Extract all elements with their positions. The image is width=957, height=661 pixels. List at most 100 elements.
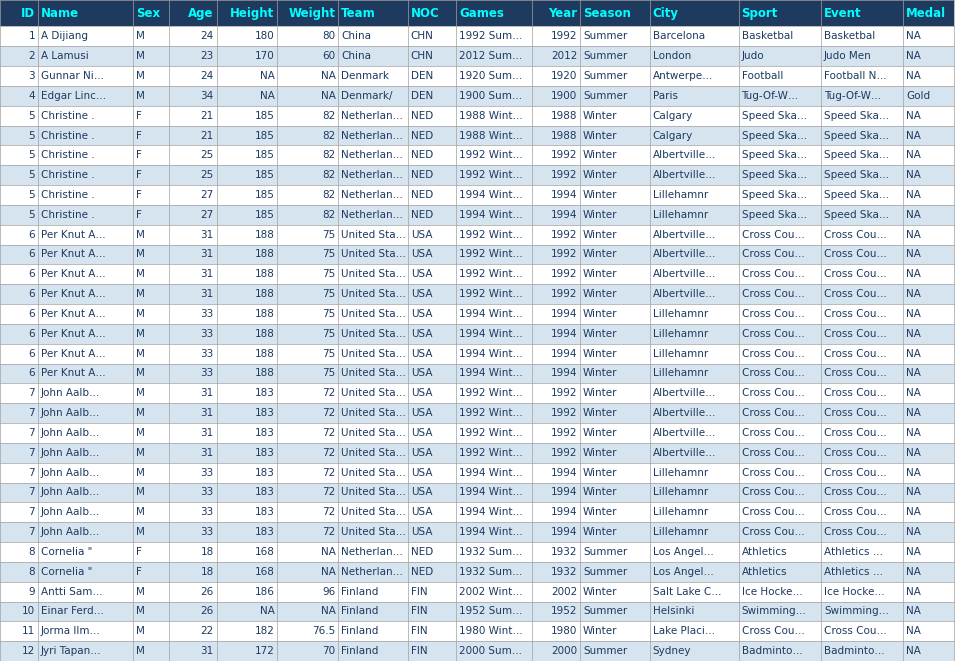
Text: Cross Cou…: Cross Cou… — [824, 428, 887, 438]
Text: NA: NA — [259, 606, 275, 617]
Text: NED: NED — [411, 130, 434, 141]
Text: NA: NA — [906, 210, 921, 220]
Text: NED: NED — [411, 190, 434, 200]
Text: 27: 27 — [201, 190, 213, 200]
Text: Name: Name — [41, 7, 79, 20]
Text: 2: 2 — [29, 51, 35, 61]
Text: 1994: 1994 — [551, 190, 577, 200]
Text: NA: NA — [906, 190, 921, 200]
Text: John Aalb…: John Aalb… — [41, 408, 100, 418]
Text: Lillehamnr: Lillehamnr — [653, 507, 708, 518]
Text: 80: 80 — [323, 31, 335, 42]
Text: 1992: 1992 — [551, 269, 577, 280]
Text: 1900 Sum…: 1900 Sum… — [459, 91, 523, 101]
Text: 8: 8 — [29, 547, 35, 557]
Text: USA: USA — [411, 229, 433, 240]
Text: Lillehamnr: Lillehamnr — [653, 487, 708, 498]
Text: Albertville…: Albertville… — [653, 428, 717, 438]
Text: 5: 5 — [29, 110, 35, 121]
Text: Helsinki: Helsinki — [653, 606, 694, 617]
Text: M: M — [136, 646, 145, 656]
Text: 6: 6 — [29, 368, 35, 379]
Text: 31: 31 — [201, 408, 213, 418]
Text: 33: 33 — [201, 368, 213, 379]
Text: 1992 Wint…: 1992 Wint… — [459, 388, 523, 399]
Text: 24: 24 — [201, 71, 213, 81]
Text: F: F — [136, 110, 142, 121]
Text: NA: NA — [321, 91, 335, 101]
Text: Christine .: Christine . — [41, 170, 95, 180]
Text: Cross Cou…: Cross Cou… — [742, 309, 805, 319]
Text: Winter: Winter — [583, 249, 617, 260]
Text: Speed Ska…: Speed Ska… — [742, 190, 807, 200]
Text: 23: 23 — [201, 51, 213, 61]
Text: 2002 Wint…: 2002 Wint… — [459, 586, 523, 597]
Text: Speed Ska…: Speed Ska… — [824, 190, 889, 200]
Text: NA: NA — [906, 71, 921, 81]
Text: Summer: Summer — [583, 91, 628, 101]
Text: NED: NED — [411, 566, 434, 577]
Bar — [0, 245, 954, 264]
Text: 82: 82 — [323, 110, 335, 121]
Text: Albertville…: Albertville… — [653, 408, 717, 418]
Text: ID: ID — [21, 7, 35, 20]
Text: 2000: 2000 — [551, 646, 577, 656]
Text: M: M — [136, 447, 145, 458]
Text: Finland: Finland — [341, 626, 379, 637]
Text: 25: 25 — [201, 170, 213, 180]
Text: Summer: Summer — [583, 31, 628, 42]
Text: Albertville…: Albertville… — [653, 249, 717, 260]
Text: Cross Cou…: Cross Cou… — [824, 329, 887, 339]
Text: 1994 Wint…: 1994 Wint… — [459, 487, 523, 498]
Text: Paris: Paris — [653, 91, 678, 101]
Text: 75: 75 — [323, 309, 335, 319]
Text: 75: 75 — [323, 368, 335, 379]
Text: 1994 Wint…: 1994 Wint… — [459, 309, 523, 319]
Text: Christine .: Christine . — [41, 210, 95, 220]
Text: 1992: 1992 — [551, 447, 577, 458]
Text: 31: 31 — [201, 269, 213, 280]
Text: 1994 Wint…: 1994 Wint… — [459, 190, 523, 200]
Text: Winter: Winter — [583, 110, 617, 121]
Text: John Aalb…: John Aalb… — [41, 447, 100, 458]
Text: FIN: FIN — [411, 606, 428, 617]
Text: Christine .: Christine . — [41, 190, 95, 200]
Text: USA: USA — [411, 467, 433, 478]
Text: Winter: Winter — [583, 190, 617, 200]
Text: 2000 Sum…: 2000 Sum… — [459, 646, 523, 656]
Bar — [0, 126, 954, 145]
Text: NA: NA — [906, 249, 921, 260]
Text: Event: Event — [824, 7, 861, 20]
Text: Cross Cou…: Cross Cou… — [742, 249, 805, 260]
Bar — [0, 284, 954, 304]
Text: Cross Cou…: Cross Cou… — [824, 309, 887, 319]
Text: Winter: Winter — [583, 269, 617, 280]
Text: Per Knut A…: Per Knut A… — [41, 249, 105, 260]
Text: 72: 72 — [323, 428, 335, 438]
Text: 4: 4 — [29, 91, 35, 101]
Text: F: F — [136, 566, 142, 577]
Text: United Sta…: United Sta… — [341, 289, 406, 299]
Text: 21: 21 — [201, 130, 213, 141]
Text: United Sta…: United Sta… — [341, 348, 406, 359]
Text: Cross Cou…: Cross Cou… — [742, 467, 805, 478]
Text: 31: 31 — [201, 249, 213, 260]
Text: M: M — [136, 71, 145, 81]
Text: Basketbal: Basketbal — [742, 31, 792, 42]
Text: 72: 72 — [323, 467, 335, 478]
Text: FIN: FIN — [411, 646, 428, 656]
Text: Per Knut A…: Per Knut A… — [41, 348, 105, 359]
Text: Winter: Winter — [583, 447, 617, 458]
Text: Cross Cou…: Cross Cou… — [824, 487, 887, 498]
Text: Per Knut A…: Per Knut A… — [41, 368, 105, 379]
Text: Lillehamnr: Lillehamnr — [653, 348, 708, 359]
Text: 1932: 1932 — [551, 547, 577, 557]
Text: 168: 168 — [255, 566, 275, 577]
Text: Medal: Medal — [906, 7, 946, 20]
Text: 6: 6 — [29, 249, 35, 260]
Text: NED: NED — [411, 170, 434, 180]
Text: Los Angel…: Los Angel… — [653, 547, 714, 557]
Text: M: M — [136, 507, 145, 518]
Text: Antwerpe…: Antwerpe… — [653, 71, 713, 81]
Text: Calgary: Calgary — [653, 130, 693, 141]
